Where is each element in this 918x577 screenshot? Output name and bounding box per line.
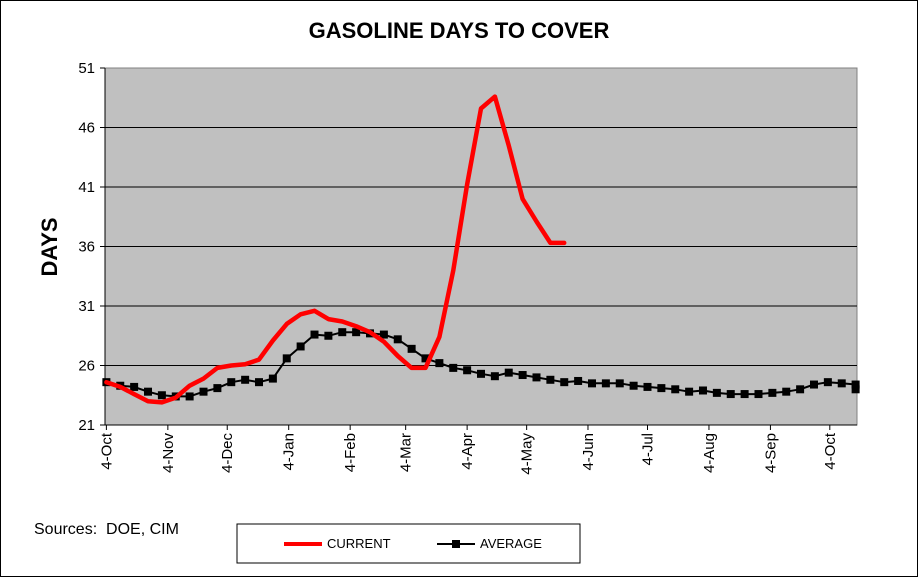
sources-note: Sources: DOE, CIM: [34, 521, 179, 538]
x-axis-ticks: 4-Oct 4-Nov 4-Dec 4-Jan 4-Feb 4-Mar 4-Apr 4-May…: [98, 425, 839, 475]
data-point-average: [574, 376, 583, 385]
data-point-average: [338, 328, 347, 337]
data-point-average: [310, 330, 319, 339]
x-tick-label: 4-Jun: [580, 433, 597, 471]
x-tick-label: 4-Aug: [701, 433, 718, 473]
y-axis-label: DAYS: [37, 217, 62, 276]
data-point-average: [130, 382, 139, 391]
y-axis-ticks: 21 26 31 36 41 46 51: [78, 60, 857, 434]
data-point-average: [227, 378, 236, 387]
data-point-average: [643, 382, 652, 391]
data-point-average: [157, 391, 166, 400]
data-point-average: [851, 380, 860, 389]
data-point-average: [352, 328, 361, 337]
y-tick-label: 26: [78, 358, 95, 375]
data-point-average: [463, 366, 472, 375]
data-point-average: [615, 379, 624, 388]
data-point-average: [407, 344, 416, 353]
data-point-average: [241, 375, 250, 384]
data-point-average: [518, 371, 527, 380]
x-tick-label: 4-Apr: [459, 433, 476, 470]
legend-average-marker: [452, 540, 460, 548]
data-point-average: [477, 369, 485, 378]
x-tick-label: 4-Mar: [398, 433, 415, 472]
y-tick-label: 51: [78, 60, 95, 77]
data-point-average: [282, 354, 291, 363]
data-point-average: [685, 387, 694, 396]
data-point-average: [587, 379, 596, 388]
data-point-average: [449, 363, 458, 372]
data-point-average: [324, 331, 333, 340]
data-point-average: [823, 378, 832, 387]
data-point-average: [144, 387, 153, 396]
y-tick-label: 31: [78, 298, 95, 315]
data-point-average: [213, 384, 222, 393]
data-point-average: [393, 335, 402, 344]
x-tick-label: 4-Jan: [281, 433, 298, 471]
data-point-average: [490, 372, 499, 381]
data-point-average: [185, 392, 194, 401]
x-tick-label: 4-Oct: [98, 432, 115, 470]
x-tick-label: 4-Dec: [219, 433, 236, 474]
data-point-average: [698, 386, 707, 395]
x-tick-label: 4-May: [519, 433, 536, 475]
data-point-average: [768, 388, 777, 397]
data-point-average: [296, 342, 305, 351]
y-tick-label: 36: [78, 239, 95, 256]
series-current: [104, 94, 567, 405]
y-tick-label: 46: [78, 120, 95, 137]
chart-title: GASOLINE DAYS TO COVER: [309, 18, 610, 43]
data-point-average: [712, 388, 721, 397]
x-tick-label: 4-Nov: [160, 433, 177, 474]
data-point-average: [199, 387, 208, 396]
data-point-average: [657, 384, 666, 393]
legend-current-label: CURRENT: [327, 536, 391, 551]
x-tick-label: 4-Oct: [822, 432, 839, 470]
data-point-average: [671, 385, 680, 394]
series-line-current: [104, 94, 567, 405]
data-point-average: [796, 385, 805, 394]
data-point-average: [851, 385, 860, 394]
data-point-average: [546, 375, 555, 384]
data-point-average: [629, 381, 638, 390]
data-point-average: [782, 387, 791, 396]
data-point-average: [255, 378, 264, 387]
series-average: [102, 328, 860, 401]
legend: CURRENT AVERAGE: [236, 523, 581, 564]
data-point-average: [809, 380, 818, 389]
data-point-average: [726, 390, 735, 399]
legend-average-label: AVERAGE: [480, 536, 542, 551]
data-point-average: [754, 390, 763, 399]
data-point-average: [837, 379, 846, 388]
data-point-average: [740, 390, 749, 399]
data-point-average: [532, 373, 541, 382]
y-tick-label: 41: [78, 179, 95, 196]
data-point-average: [601, 379, 610, 388]
data-point-average: [421, 354, 430, 363]
data-point-average: [268, 374, 277, 383]
x-tick-label: 4-Sep: [762, 433, 779, 473]
data-point-average: [435, 359, 444, 368]
data-point-average: [504, 368, 513, 377]
x-tick-label: 4-Jul: [639, 433, 656, 466]
y-tick-label: 21: [78, 417, 95, 434]
data-point-average: [379, 330, 388, 339]
x-tick-label: 4-Feb: [342, 433, 359, 472]
data-point-average: [560, 378, 569, 387]
